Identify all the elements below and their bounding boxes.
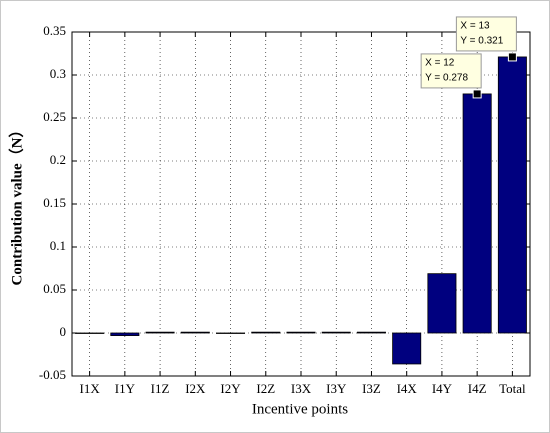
bar	[216, 332, 246, 334]
x-tick-label: I3Z	[362, 381, 381, 396]
datatip-marker	[472, 89, 482, 99]
x-axis-label: Incentive points	[252, 401, 348, 417]
y-tick-label: 0.25	[43, 109, 66, 124]
y-tick-label: 0	[60, 324, 67, 339]
bar	[110, 332, 140, 336]
datatip-text: Y = 0.321	[460, 36, 503, 47]
datatip-text: X = 13	[460, 21, 490, 32]
datatip-marker	[507, 52, 517, 62]
bar	[321, 331, 351, 334]
x-tick-label: I3X	[291, 381, 312, 396]
bar	[145, 331, 175, 334]
y-tick-label: 0.05	[43, 281, 66, 296]
x-tick-label: I1Y	[115, 381, 136, 396]
bar	[392, 332, 422, 365]
bar	[180, 331, 210, 334]
x-tick-label: I2Y	[220, 381, 241, 396]
bar	[251, 331, 281, 334]
datatip-text: Y = 0.278	[425, 73, 468, 84]
y-tick-label: 0.2	[50, 152, 66, 167]
bar	[286, 331, 316, 334]
bar	[497, 56, 527, 334]
x-tick-label: I4Y	[432, 381, 453, 396]
x-tick-label: I3Y	[326, 381, 347, 396]
y-tick-label: 0.35	[43, 23, 66, 38]
x-tick-label: I2X	[185, 381, 206, 396]
datatip-box	[455, 16, 517, 52]
x-tick-label: I2Z	[256, 381, 275, 396]
datatip-box	[420, 53, 482, 89]
axes-box	[71, 31, 531, 377]
y-axis-label: Contribution value（N）	[7, 123, 25, 286]
y-tick-label: 0.3	[50, 66, 66, 81]
datatip-text: X = 12	[425, 58, 455, 69]
x-tick-label: I1X	[80, 381, 101, 396]
bar	[462, 93, 492, 334]
x-tick-label: Total	[499, 381, 526, 396]
x-tick-label: I4X	[397, 381, 418, 396]
bar	[75, 332, 105, 334]
x-tick-label: I4Z	[468, 381, 487, 396]
y-tick-label: 0.1	[50, 238, 66, 253]
y-tick-label: 0.15	[43, 195, 66, 210]
x-tick-label: I1Z	[151, 381, 170, 396]
y-tick-label: -0.05	[39, 367, 66, 382]
bar	[427, 273, 457, 334]
bar	[356, 331, 386, 334]
